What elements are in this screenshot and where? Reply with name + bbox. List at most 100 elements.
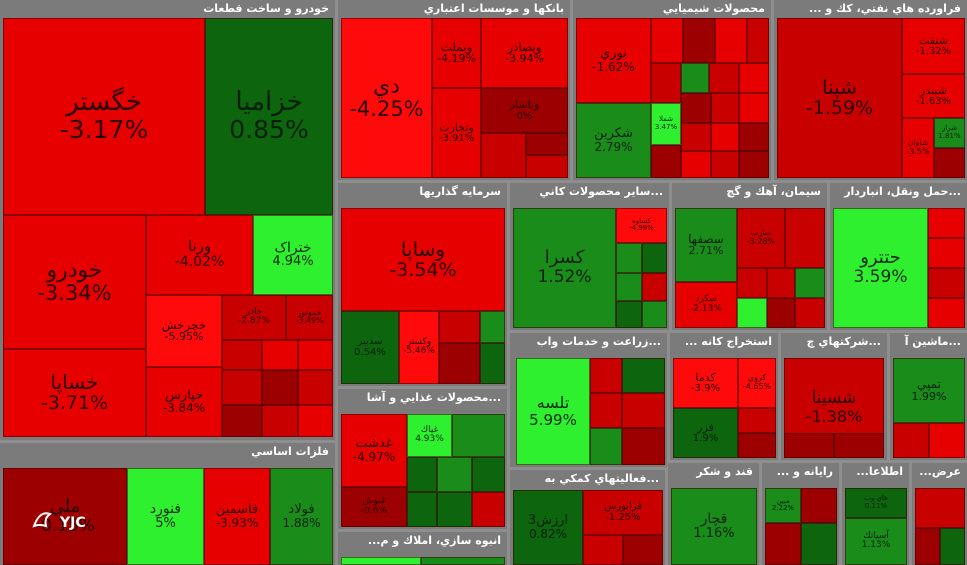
stock-tile-khsapa[interactable]: خساپا -3.71% — [3, 349, 146, 437]
sector-coal[interactable]: استخراج كانه ... كدما -3.9% كروي -4.65% فزر 1.… — [670, 333, 778, 460]
stock-tile[interactable] — [767, 268, 795, 298]
stock-tile-foulad[interactable]: فولاد 1.88% — [270, 468, 333, 565]
stock-tile[interactable] — [928, 208, 965, 238]
stock-tile-sharq[interactable]: سارب -3.28% — [737, 208, 785, 268]
stock-tile[interactable] — [785, 208, 825, 268]
stock-tile-ghiakh[interactable]: غياك 4.93% — [407, 414, 452, 457]
stock-tile[interactable] — [642, 301, 667, 328]
stock-tile-khetrak[interactable]: ختراک 4.94% — [253, 215, 333, 295]
stock-tile-talase[interactable]: تلسه 5.99% — [516, 358, 590, 465]
sector-invest[interactable]: سرمايه گذاريها وساپا -3.54% سدبير 0.54% وكستر… — [338, 183, 507, 386]
stock-tile[interactable] — [739, 93, 769, 123]
stock-tile-fnoord[interactable]: فنورد 5% — [127, 468, 204, 565]
stock-tile-tempi[interactable]: تمپي 1.99% — [893, 358, 965, 423]
stock-tile[interactable] — [439, 311, 480, 343]
stock-tile[interactable] — [681, 123, 711, 151]
sector-food[interactable]: ...محصولات غذايي و آشا غدشت -4.97% غياك 4.93… — [338, 389, 507, 529]
stock-tile-arzesh[interactable]: ارزش3 0.82% — [513, 490, 583, 565]
stock-tile[interactable] — [590, 428, 622, 465]
stock-tile[interactable] — [590, 393, 622, 428]
stock-tile[interactable] — [452, 414, 505, 457]
stock-tile-dey[interactable]: دي -4.25% — [341, 18, 432, 178]
stock-tile-sekord[interactable]: سكرد -2.13% — [675, 282, 737, 328]
stock-tile[interactable] — [481, 133, 526, 178]
stock-tile-hasina[interactable]: هاي وب 0.11% — [845, 488, 907, 518]
stock-tile-shabandar[interactable]: شبندر -1.63% — [902, 74, 965, 118]
stock-tile[interactable] — [480, 343, 505, 384]
stock-tile[interactable] — [715, 18, 747, 63]
stock-tile[interactable] — [590, 358, 622, 393]
stock-tile[interactable] — [893, 423, 929, 458]
stock-tile[interactable] — [711, 151, 739, 178]
stock-tile[interactable] — [642, 243, 667, 273]
stock-tile-ghenosh[interactable]: غنوش -0.6% — [341, 487, 407, 527]
stock-tile[interactable] — [298, 370, 333, 405]
stock-tile[interactable] — [222, 370, 262, 405]
sector-petro[interactable]: فراورده هاي نفتي، كك و ... شپنا -1.59% شنفت… — [774, 0, 967, 180]
stock-tile[interactable] — [681, 93, 711, 123]
stock-tile-khazar[interactable]: خاذر -2.87% — [222, 295, 286, 340]
stock-tile[interactable] — [681, 63, 709, 93]
stock-tile[interactable] — [407, 457, 437, 492]
stock-tile-vsadid[interactable]: سدبير 0.54% — [341, 311, 399, 384]
stock-tile-fazar[interactable]: فزر 1.9% — [673, 408, 738, 458]
sector-info[interactable]: اطلاعا... هاي وب 0.11% آسياتك 1.13% — [842, 463, 909, 565]
stock-tile-khodro[interactable]: خودرو -3.34% — [3, 215, 146, 349]
stock-tile[interactable] — [795, 268, 825, 298]
stock-tile-khepars[interactable]: خپارس -3.84% — [146, 367, 222, 437]
stock-tile[interactable] — [765, 523, 801, 565]
sector-metals[interactable]: فلزات اساسي ملي -0.15% فنورد 5% فاسمين -3.93% ف… — [0, 443, 335, 565]
stock-tile-shrag[interactable]: شراز 1.81% — [934, 118, 965, 148]
sector-chem[interactable]: محصولات شيميايي نوري -1.62% شكربن 2.79% شملا 3… — [573, 0, 771, 180]
sector-cement[interactable]: سيمان، آهك و گچ سصفها 2.71% سارب -3.28% سكرد -… — [672, 183, 827, 330]
stock-tile[interactable] — [616, 301, 642, 328]
sector-multi[interactable]: ...شرکتهاي چ شسينا -1.38% — [781, 333, 887, 460]
stock-tile[interactable] — [421, 557, 505, 565]
stock-tile[interactable] — [262, 405, 298, 437]
sector-banks[interactable]: بانکها و موسسات اعتباري دي -4.25% وبملت -4.1… — [338, 0, 570, 180]
sector-computer[interactable]: رايانه و ... مبين 2.22% — [762, 463, 839, 565]
stock-tile[interactable] — [683, 18, 715, 63]
stock-tile[interactable] — [472, 492, 505, 527]
stock-tile-nouri[interactable]: نوري -1.62% — [576, 18, 651, 103]
stock-tile[interactable] — [526, 155, 568, 178]
stock-tile-vsapa[interactable]: وساپا -3.54% — [341, 208, 505, 311]
stock-tile[interactable] — [929, 423, 965, 458]
sector-auto[interactable]: خودرو و ساخت قطعات خگستر -3.17% خزاميا 0.85%… — [0, 0, 335, 440]
stock-tile-qachar[interactable]: قچار 1.16% — [671, 488, 757, 565]
stock-tile[interactable] — [651, 145, 681, 178]
stock-tile-rayane[interactable]: مبين 2.22% — [765, 488, 801, 523]
stock-tile-ghadasht[interactable]: غدشت -4.97% — [341, 414, 407, 487]
stock-tile-shenft[interactable]: شنفت -1.32% — [902, 18, 965, 74]
sector-agri[interactable]: ...زراعت و خدمات واب تلسه 5.99% — [510, 333, 667, 467]
sector-realestate[interactable]: انبوه سازي، املاك و م... — [338, 532, 507, 565]
stock-tile-vgostar[interactable]: وكستر -5.46% — [399, 311, 439, 384]
stock-tile-khgostar[interactable]: خگستر -3.17% — [3, 18, 205, 215]
stock-tile-fasmin[interactable]: فاسمين -3.93% — [204, 468, 270, 565]
stock-tile[interactable] — [767, 298, 795, 328]
stock-tile[interactable] — [801, 523, 837, 565]
stock-tile-vpasargad[interactable]: وپاسار 0% — [481, 88, 568, 133]
stock-tile[interactable] — [651, 18, 683, 63]
stock-tile[interactable] — [623, 535, 663, 565]
stock-tile[interactable] — [437, 492, 472, 527]
stock-tile[interactable] — [709, 63, 739, 93]
stock-tile[interactable] — [583, 535, 623, 565]
stock-tile-vbemellat[interactable]: وبملت -4.19% — [432, 18, 481, 88]
stock-tile[interactable] — [222, 405, 262, 437]
stock-tile[interactable] — [622, 393, 665, 428]
stock-tile[interactable] — [915, 528, 940, 565]
stock-tile[interactable] — [928, 268, 965, 298]
stock-tile[interactable] — [407, 492, 437, 527]
sector-wholesale[interactable]: عرض... — [912, 463, 967, 565]
stock-tile[interactable] — [739, 63, 769, 93]
stock-tile[interactable] — [737, 268, 767, 298]
sector-sugar[interactable]: قند و شكر قچار 1.16% — [668, 463, 759, 565]
stock-tile-kesaza[interactable]: كساوه -4.99% — [616, 208, 667, 243]
stock-tile[interactable] — [739, 151, 769, 178]
stock-tile[interactable] — [616, 243, 642, 273]
stock-tile[interactable] — [834, 433, 884, 458]
stock-tile-kruy[interactable]: كروي -4.65% — [738, 358, 776, 408]
sector-mining-other[interactable]: ...ساير محصولات كاني كسرا 1.52% كساوه -4.99% — [510, 183, 669, 330]
stock-tile-sefha[interactable]: سصفها 2.71% — [675, 208, 737, 282]
